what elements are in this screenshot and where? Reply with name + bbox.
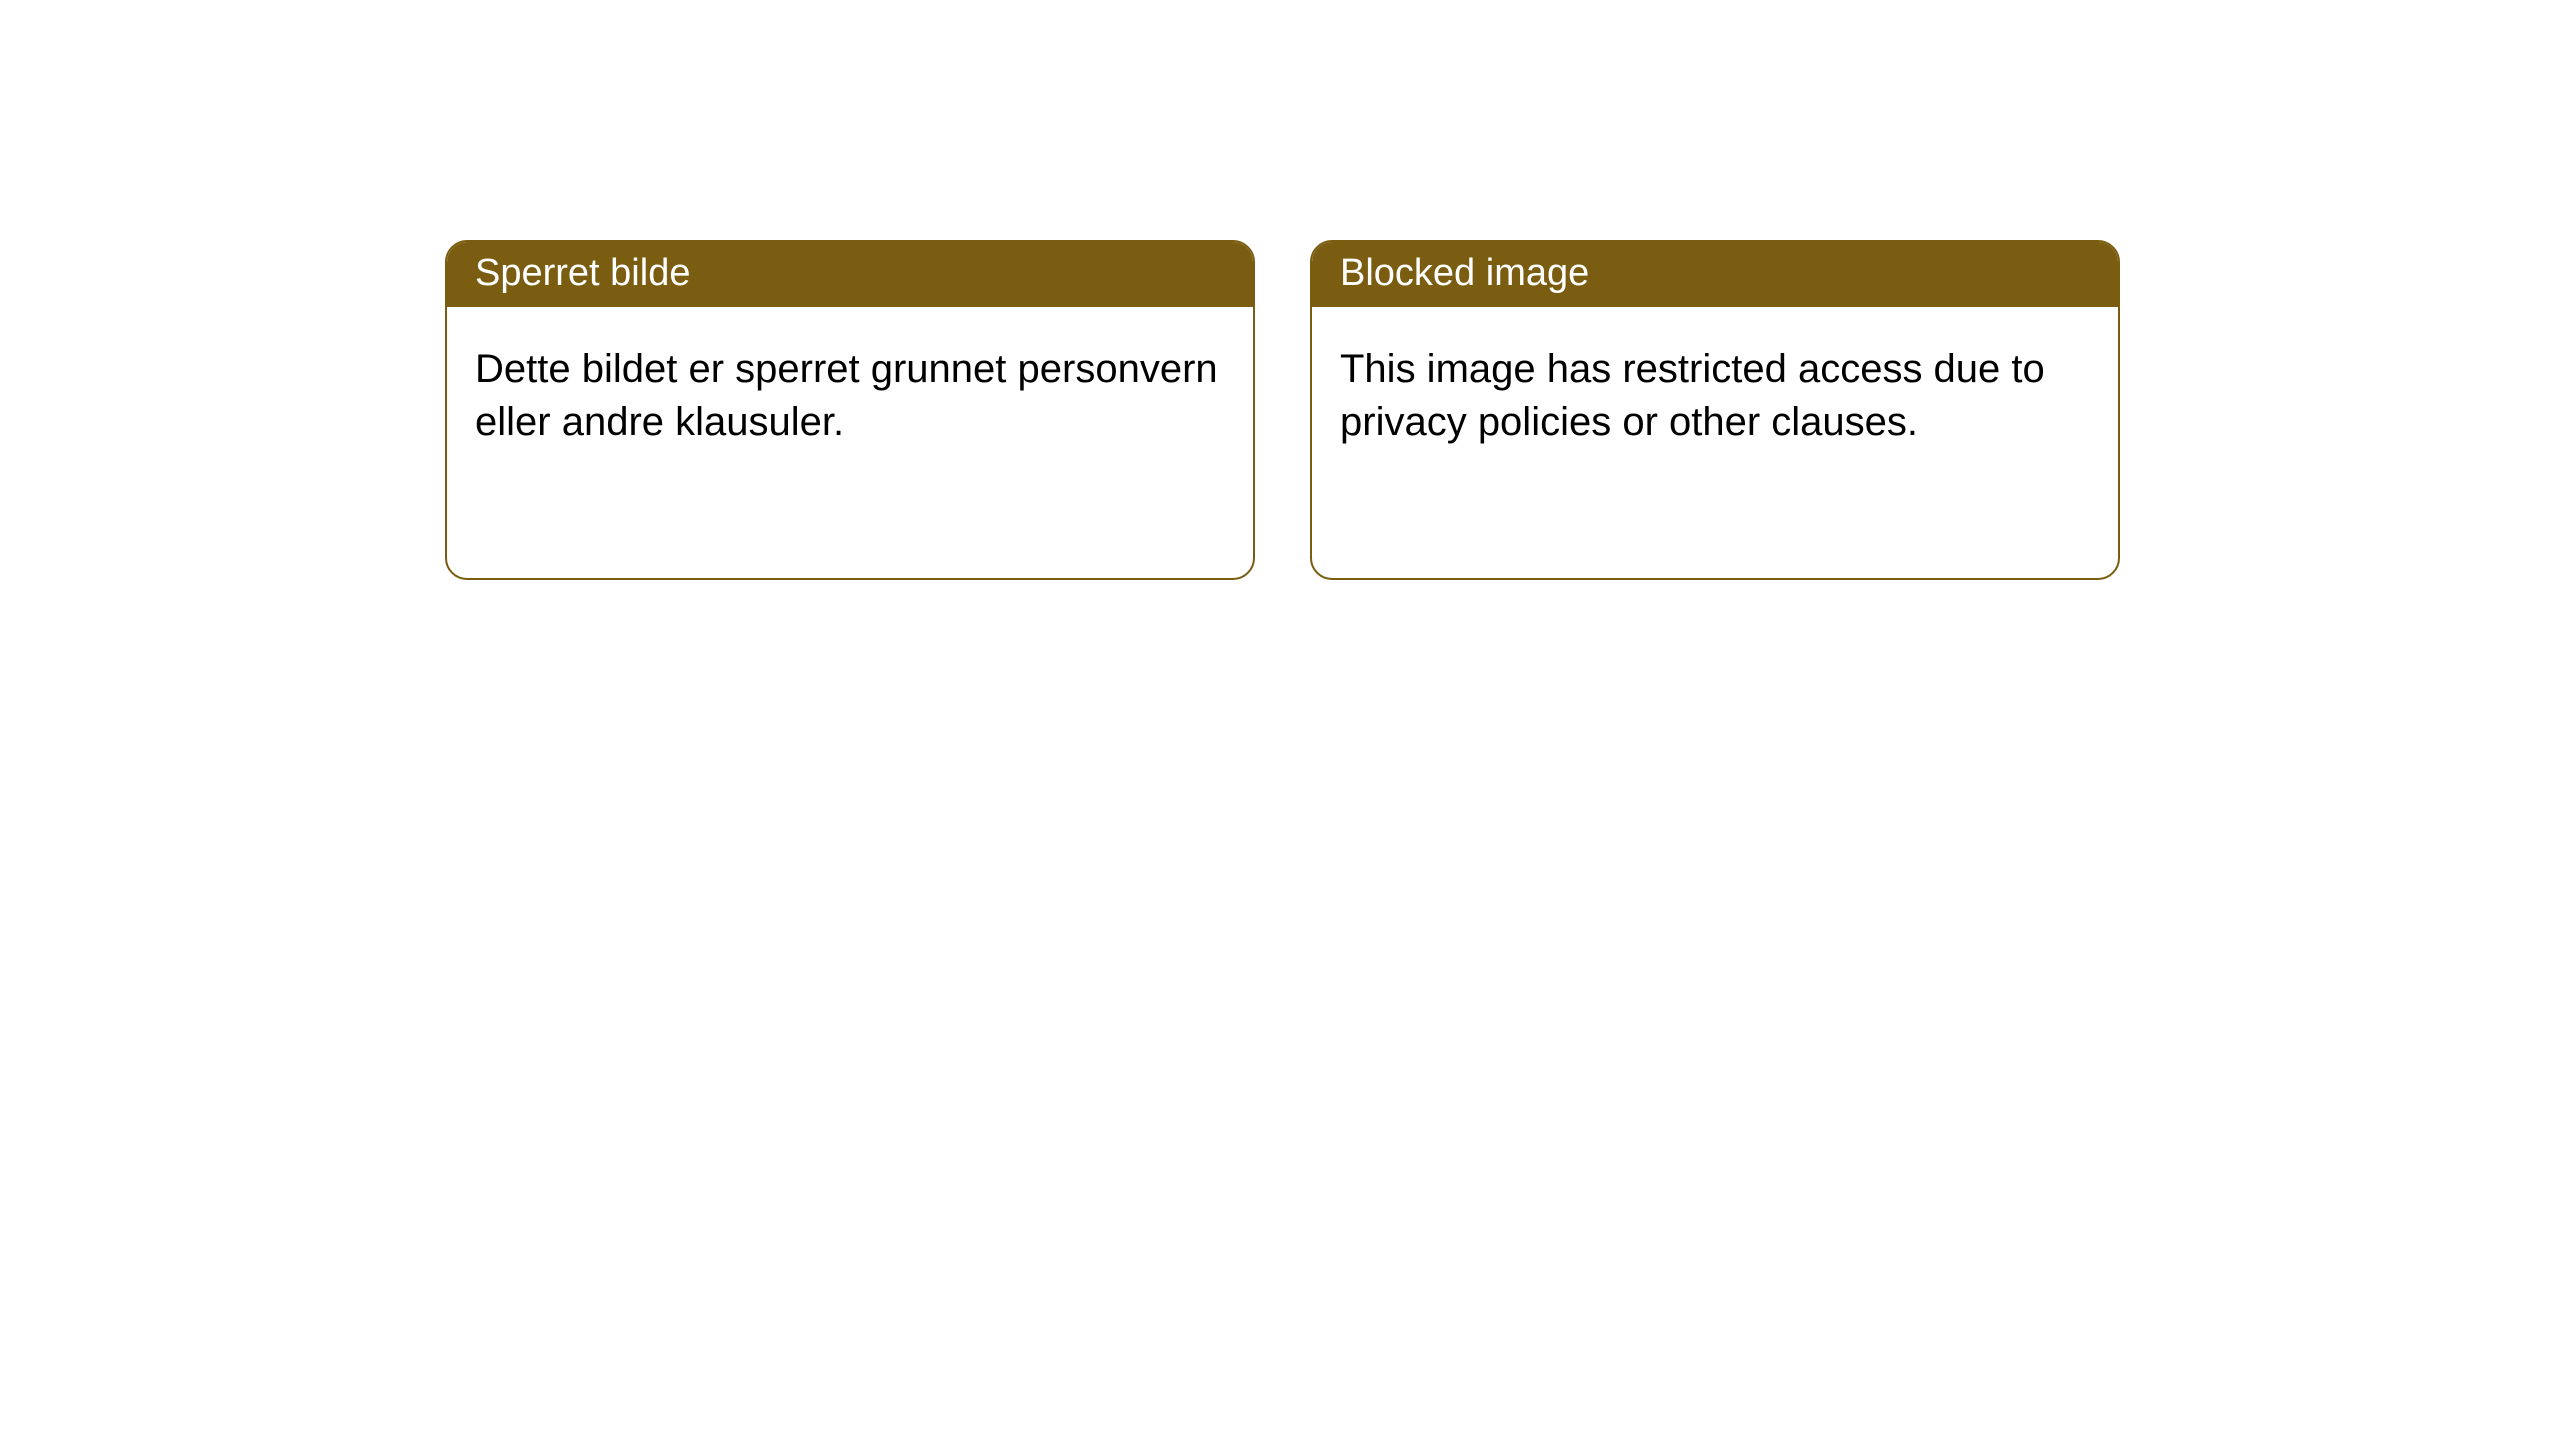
panel-message: Dette bildet er sperret grunnet personve… [475,347,1218,444]
panel-message: This image has restricted access due to … [1340,347,2045,444]
panel-body: This image has restricted access due to … [1312,307,2118,449]
panel-title: Blocked image [1340,252,1589,294]
panel-header: Blocked image [1312,242,2118,307]
panel-body: Dette bildet er sperret grunnet personve… [447,307,1253,449]
blocked-image-panel-en: Blocked image This image has restricted … [1310,240,2120,580]
blocked-image-notice-row: Sperret bilde Dette bildet er sperret gr… [0,0,2560,580]
blocked-image-panel-no: Sperret bilde Dette bildet er sperret gr… [445,240,1255,580]
panel-title: Sperret bilde [475,252,690,294]
panel-header: Sperret bilde [447,242,1253,307]
